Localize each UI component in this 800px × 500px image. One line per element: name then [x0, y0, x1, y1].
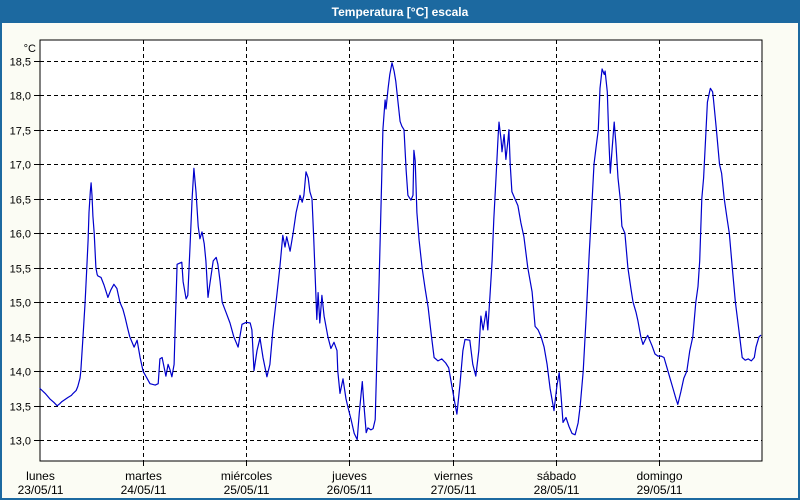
window-title: Temperatura [°C] escala: [331, 5, 469, 19]
y-tick-label: 16,5: [10, 195, 31, 207]
x-day-label: martes: [125, 469, 162, 483]
x-date-label: 26/05/11: [327, 483, 373, 497]
y-tick-label: 17,5: [10, 126, 31, 138]
x-day-label: lunes: [26, 469, 55, 483]
temperature-line-chart: 18,5 18,0 17,5 17,0 16,5 16,0 15,5 15,0 14,5 14,0…: [10, 39, 763, 497]
y-tick-label: 18,5: [10, 57, 31, 69]
y-tick-label: 13,0: [10, 436, 31, 448]
x-day-label: miércoles: [221, 469, 272, 483]
temperature-series-line: [39, 62, 762, 441]
y-tick-label: 14,0: [10, 367, 31, 379]
x-date-label: 28/05/11: [534, 483, 580, 497]
y-tick-label: 14,5: [10, 333, 31, 345]
x-date-label: 23/05/11: [18, 483, 64, 497]
x-date-label: 27/05/11: [431, 483, 477, 497]
y-tick-label: 18,0: [10, 91, 31, 103]
x-day-label: sábado: [537, 469, 577, 483]
y-tick-label: 16,0: [10, 229, 31, 241]
y-tick-label: 17,0: [10, 160, 31, 172]
x-date-label: 24/05/11: [121, 483, 167, 497]
y-tick-label: 15,5: [10, 264, 31, 276]
plot-border: [39, 39, 763, 462]
y-tick-label: 15,0: [10, 298, 31, 310]
x-day-label: viernes: [434, 469, 473, 483]
title-bar: Temperatura [°C] escala: [2, 2, 798, 23]
chart-area: 18,5 18,0 17,5 17,0 16,5 16,0 15,5 15,0 14,5 14,0…: [2, 23, 798, 498]
x-date-label: 29/05/11: [637, 483, 683, 497]
x-day-label: jueves: [331, 469, 367, 483]
y-axis-unit: °C: [24, 43, 36, 55]
y-tick-label: 13,5: [10, 402, 31, 414]
x-date-label: 25/05/11: [224, 483, 270, 497]
x-day-label: domingo: [636, 469, 682, 483]
